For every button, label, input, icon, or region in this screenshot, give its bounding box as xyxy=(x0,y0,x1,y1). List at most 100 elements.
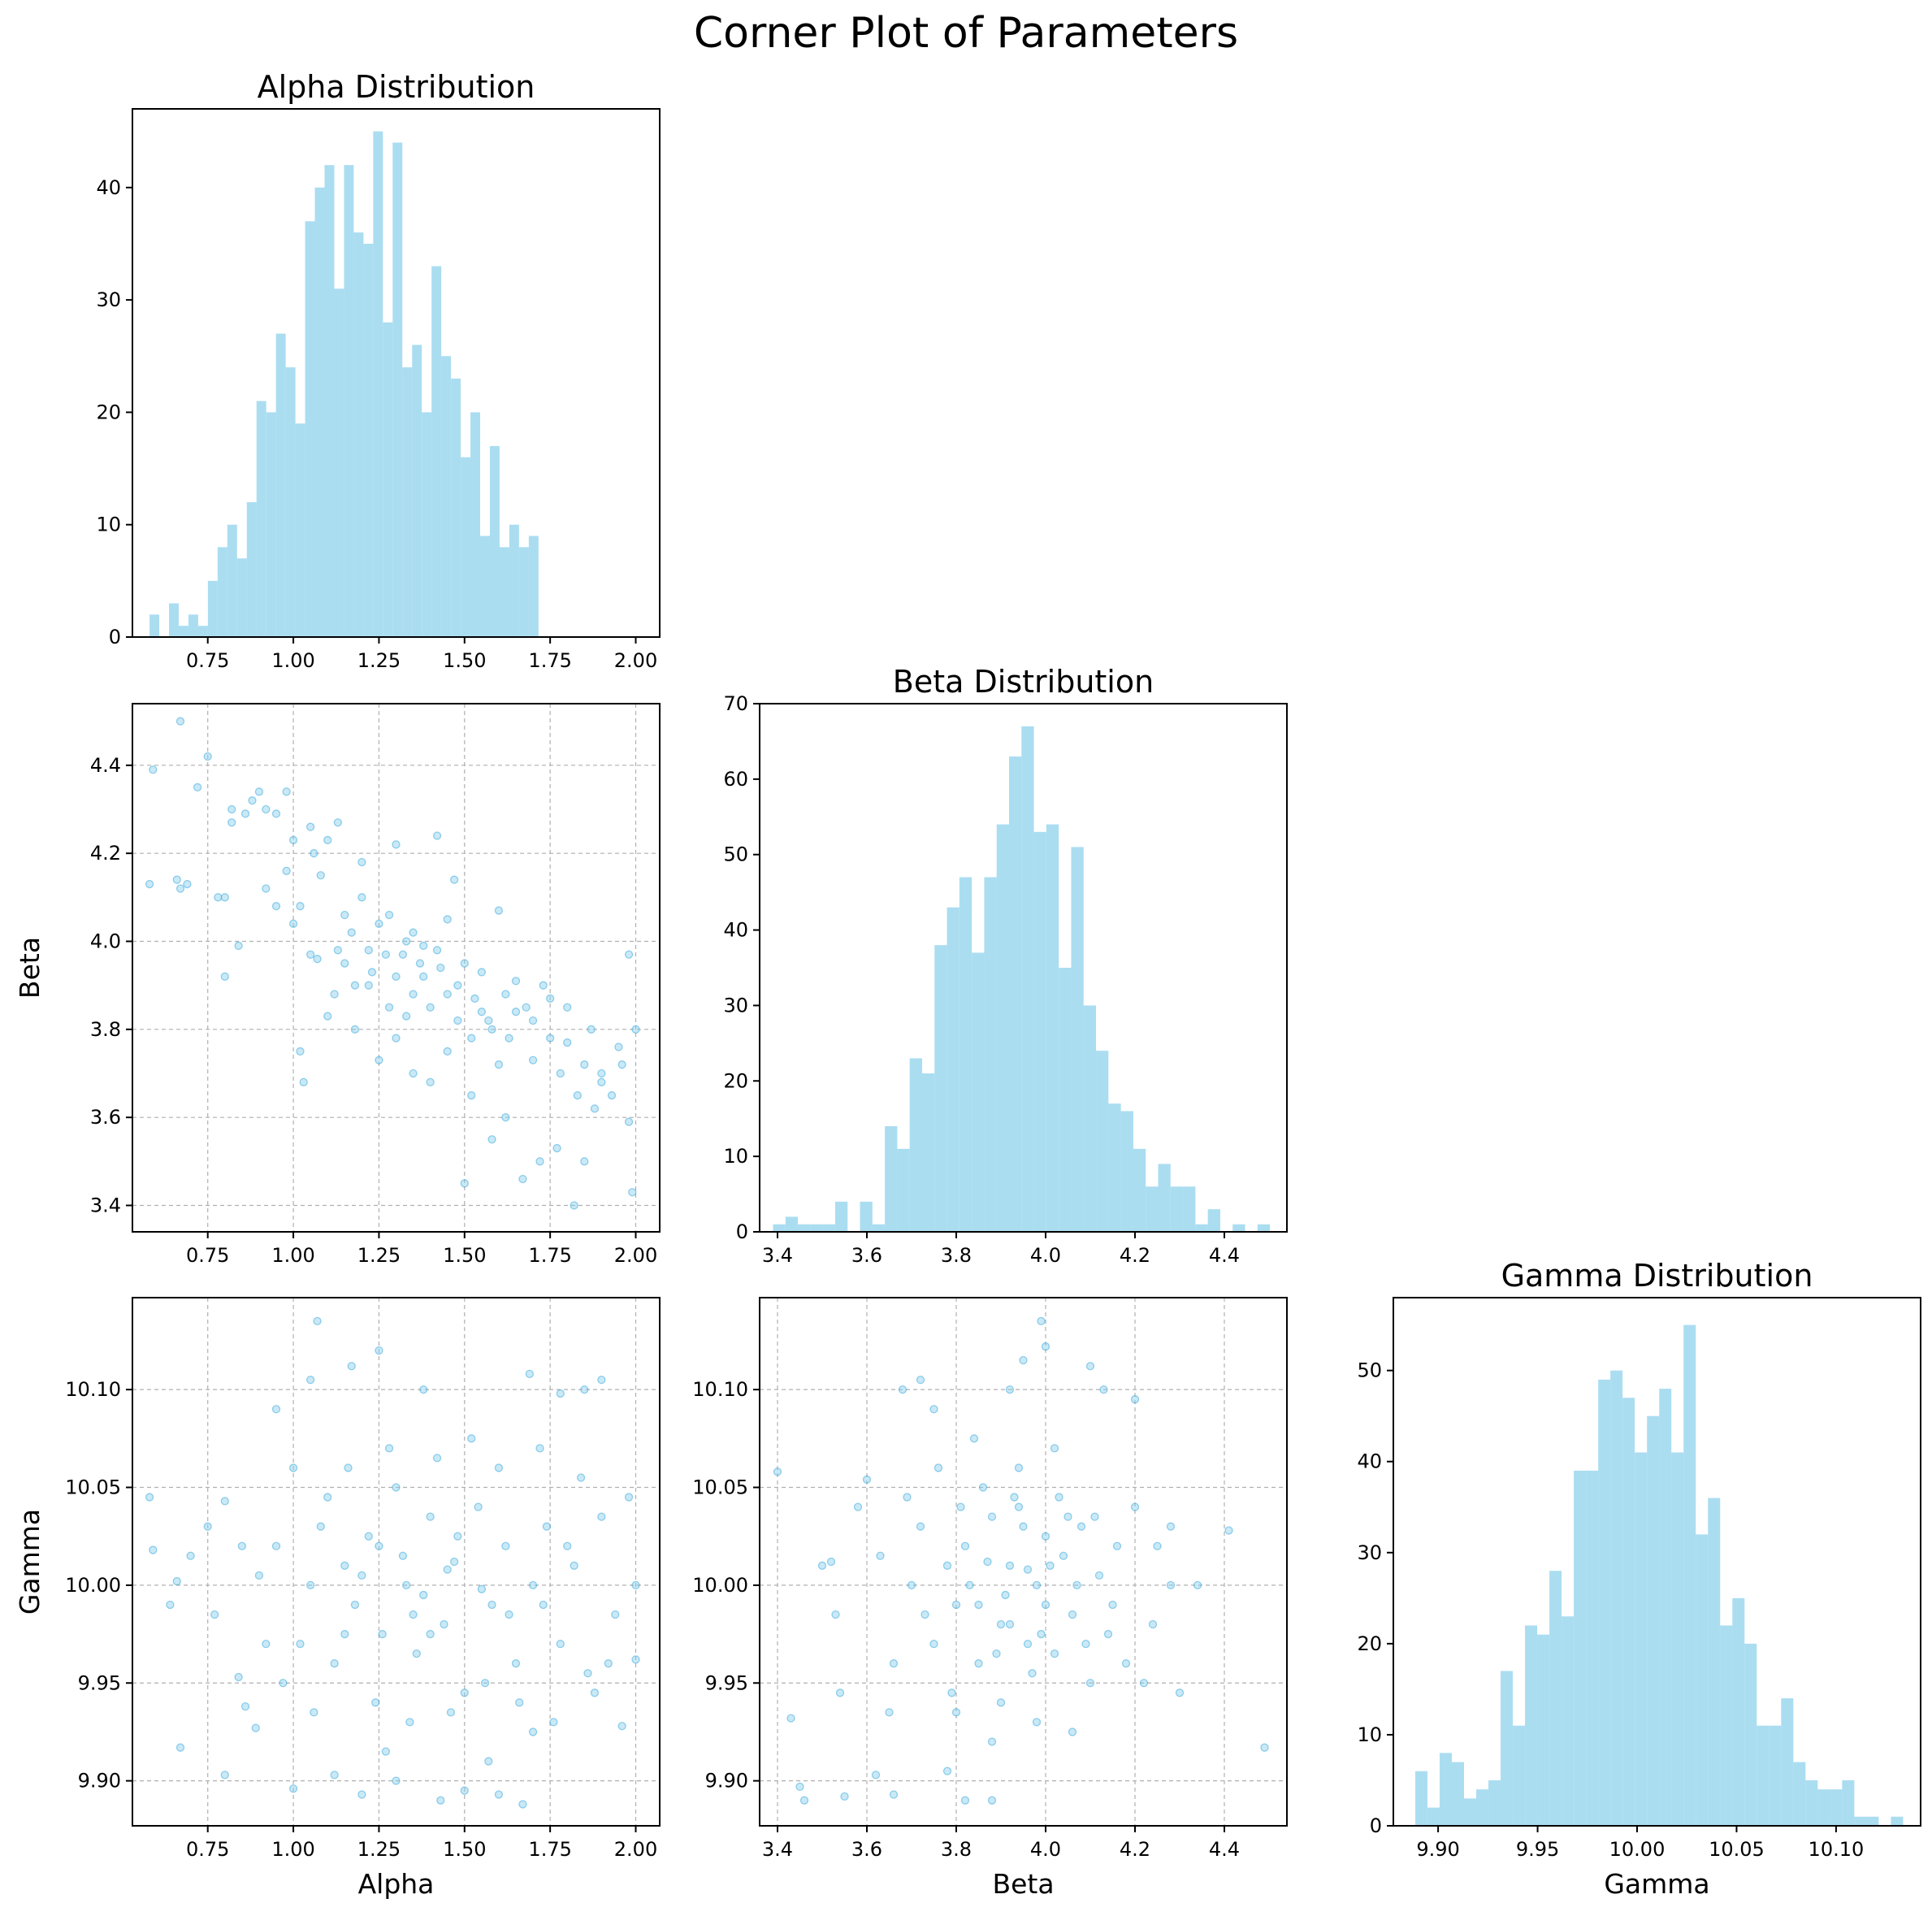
beta-gamma-scatter-point xyxy=(974,1600,983,1610)
beta-hist-axes-frame xyxy=(759,703,1288,1233)
alpha-gamma-scatter-point xyxy=(477,1584,487,1593)
alpha-hist-bar xyxy=(518,547,529,637)
beta-gamma-scatter-x-tick-label: 4.4 xyxy=(1209,1838,1240,1861)
beta-hist-bar xyxy=(1170,1186,1184,1232)
alpha-beta-scatter-y-tick-label: 4.4 xyxy=(90,754,121,777)
beta-gamma-scatter-point xyxy=(996,1619,1006,1629)
beta-gamma-scatter-point xyxy=(853,1502,863,1511)
alpha-beta-scatter-point xyxy=(518,1174,527,1184)
alpha-gamma-scatter-point xyxy=(576,1473,586,1482)
alpha-beta-scatter-point xyxy=(145,879,154,889)
alpha-beta-scatter-x-tick-label: 1.50 xyxy=(443,1244,486,1267)
beta-hist-y-tick-label: 0 xyxy=(736,1220,748,1243)
beta-gamma-scatter-point xyxy=(885,1708,894,1717)
beta-gamma-scatter-point xyxy=(916,1375,925,1385)
beta-gamma-scatter-point xyxy=(1130,1395,1140,1404)
alpha-gamma-scatter-point xyxy=(432,1454,442,1463)
alpha-beta-scatter-point xyxy=(214,893,223,902)
beta-hist-bar xyxy=(1096,1051,1109,1232)
alpha-hist-bar xyxy=(197,626,208,637)
alpha-beta-scatter-point xyxy=(296,902,305,911)
beta-hist-y-tick-label: 40 xyxy=(723,919,748,942)
alpha-beta-scatter-point xyxy=(580,1060,589,1069)
figure-title: Corner Plot of Parameters xyxy=(694,9,1238,58)
beta-gamma-scatter-point xyxy=(1099,1385,1108,1394)
alpha-hist-bar xyxy=(207,580,218,637)
alpha-hist-x-tick-label: 1.50 xyxy=(443,649,486,672)
gamma-hist-bar xyxy=(1793,1762,1806,1826)
alpha-beta-scatter-y-tick-label: 3.8 xyxy=(90,1018,121,1041)
alpha-gamma-scatter-point xyxy=(398,1551,408,1560)
alpha-beta-scatter-point xyxy=(398,950,408,959)
beta-hist-bar xyxy=(1033,831,1046,1232)
beta-hist-bar xyxy=(810,1224,823,1232)
alpha-gamma-scatter-point xyxy=(525,1369,535,1379)
alpha-beta-scatter-point xyxy=(587,1025,596,1034)
alpha-gamma-scatter-point xyxy=(392,1776,401,1785)
alpha-beta-scatter-point xyxy=(453,981,462,990)
alpha-hist-bar xyxy=(431,266,442,637)
alpha-gamma-scatter-point xyxy=(166,1600,175,1610)
beta-hist-bar xyxy=(934,945,947,1232)
beta-hist-bar xyxy=(1158,1164,1171,1232)
gamma-hist-y-tick-label: 30 xyxy=(1357,1541,1382,1564)
alpha-beta-scatter-x-tick-label: 1.75 xyxy=(528,1244,571,1267)
alpha-gamma-scatter-point xyxy=(460,1688,469,1697)
beta-hist-bar xyxy=(984,877,997,1232)
alpha-beta-scatter-point xyxy=(470,994,479,1004)
alpha-gamma-scatter-point xyxy=(392,1483,401,1492)
alpha-gamma-scatter-point xyxy=(631,1580,640,1590)
gamma-hist-bar xyxy=(1451,1762,1464,1826)
alpha-hist-bar xyxy=(470,412,481,637)
alpha-beta-scatter-point xyxy=(573,1090,583,1100)
beta-gamma-scatter-point xyxy=(969,1434,979,1443)
gamma-hist-bar xyxy=(1610,1370,1623,1826)
alpha-beta-scatter-point xyxy=(340,959,349,968)
alpha-beta-scatter-point xyxy=(175,884,185,893)
alpha-beta-scatter-point xyxy=(227,804,236,814)
beta-gamma-scatter-point xyxy=(929,1639,938,1649)
alpha-beta-scatter-point xyxy=(392,972,401,981)
beta-gamma-scatter-point xyxy=(898,1385,908,1394)
gamma-hist-bar xyxy=(1598,1379,1611,1826)
beta-gamma-scatter-point xyxy=(773,1467,782,1476)
alpha-beta-scatter-point xyxy=(299,1077,308,1086)
beta-hist-x-tick-label: 3.8 xyxy=(941,1244,972,1267)
beta-gamma-scatter-x-tick-label: 3.6 xyxy=(851,1838,882,1861)
alpha-gamma-scatter-point xyxy=(624,1493,634,1502)
alpha-beta-scatter-point xyxy=(330,990,339,999)
beta-hist-bar xyxy=(909,1058,922,1232)
alpha-beta-scatter-x-tick-label: 0.75 xyxy=(186,1244,229,1267)
beta-gamma-scatter-point xyxy=(1153,1541,1162,1550)
alpha-gamma-scatter-point xyxy=(580,1385,589,1394)
beta-gamma-scatter-point xyxy=(1081,1639,1090,1649)
beta-gamma-scatter-point xyxy=(1005,1561,1015,1570)
alpha-beta-scatter-point xyxy=(624,950,634,959)
alpha-hist-bar xyxy=(334,288,344,637)
alpha-beta-scatter-point xyxy=(384,910,394,920)
alpha-beta-scatter-point xyxy=(535,1157,544,1166)
alpha-hist-bar xyxy=(402,367,413,637)
alpha-gamma-scatter-point xyxy=(549,1718,558,1727)
alpha-gamma-scatter-point xyxy=(419,1385,428,1394)
alpha-gamma-scatter-y-axis-label: Gamma xyxy=(14,1509,45,1615)
alpha-beta-scatter-point xyxy=(409,1069,418,1078)
alpha-gamma-scatter-point xyxy=(288,1463,298,1472)
beta-gamma-scatter-point xyxy=(934,1463,943,1472)
alpha-hist-y-tick-label: 30 xyxy=(96,288,121,311)
alpha-hist-bar xyxy=(256,401,266,637)
alpha-gamma-scatter-point xyxy=(480,1679,490,1688)
beta-gamma-scatter-point xyxy=(1063,1512,1072,1521)
gamma-hist-bar xyxy=(1671,1452,1684,1826)
beta-hist-x-tick-label: 4.0 xyxy=(1030,1244,1061,1267)
beta-hist-bar xyxy=(1046,824,1059,1232)
beta-gamma-scatter-point xyxy=(1090,1512,1099,1521)
alpha-beta-scatter-point xyxy=(467,1090,476,1100)
alpha-gamma-scatter-point xyxy=(330,1771,339,1779)
alpha-hist-x-tick-label: 1.75 xyxy=(528,649,571,672)
gamma-hist-x-axis-label: Gamma xyxy=(1604,1868,1709,1900)
alpha-gamma-scatter-point xyxy=(617,1722,626,1731)
alpha-gamma-scatter-point xyxy=(401,1580,411,1590)
alpha-gamma-scatter-point xyxy=(604,1659,613,1668)
alpha-gamma-scatter-point xyxy=(234,1672,243,1682)
